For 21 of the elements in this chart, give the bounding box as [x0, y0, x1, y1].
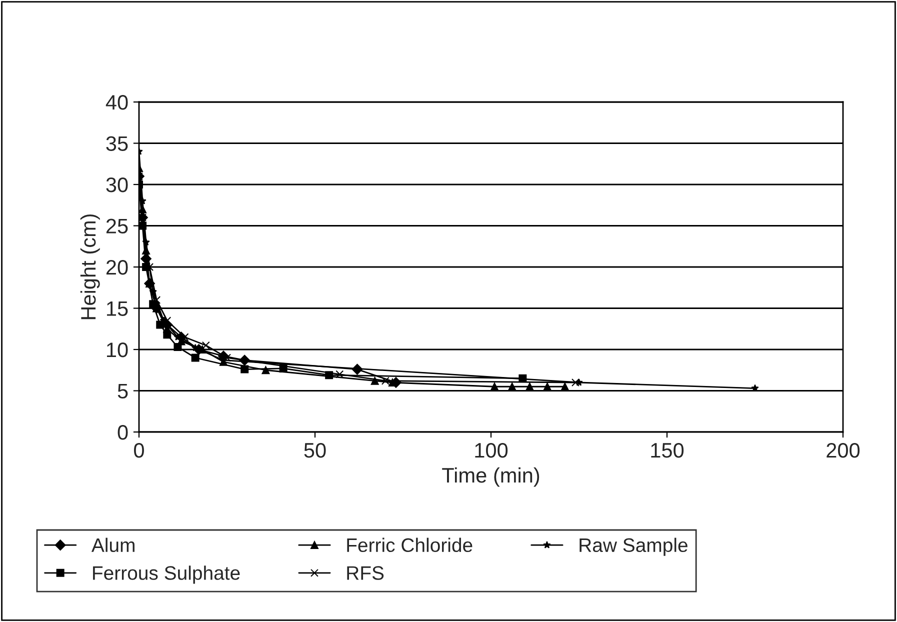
x-tick-label: 150	[651, 442, 684, 458]
legend-label: RFS	[347, 566, 384, 580]
y-tick-label: 10	[107, 342, 128, 358]
y-tick-label: 5	[118, 384, 128, 399]
legend-label: Ferric Chloride	[347, 538, 472, 552]
x-tick-label: 0	[134, 442, 144, 458]
x-tick-label: 50	[304, 442, 326, 458]
y-tick-label: 30	[106, 178, 128, 192]
y-tick-label: 35	[106, 136, 128, 152]
legend-label: Alum	[91, 538, 134, 552]
y-tick-label: 0	[118, 425, 128, 440]
legend-label: Raw Sample	[580, 538, 688, 556]
y-axis-title: Height (cm)	[80, 214, 100, 320]
y-tick-label: 40	[106, 95, 128, 110]
y-tick-label: 25	[106, 218, 128, 234]
x-tick-label: 200	[826, 442, 860, 458]
legend-label: Ferrous Sulphate	[93, 566, 240, 584]
x-tick-label: 100	[475, 442, 508, 458]
y-tick-label: 15	[107, 301, 128, 316]
x-axis-title: Time (min)	[442, 467, 540, 487]
y-tick-label: 20	[106, 260, 128, 275]
